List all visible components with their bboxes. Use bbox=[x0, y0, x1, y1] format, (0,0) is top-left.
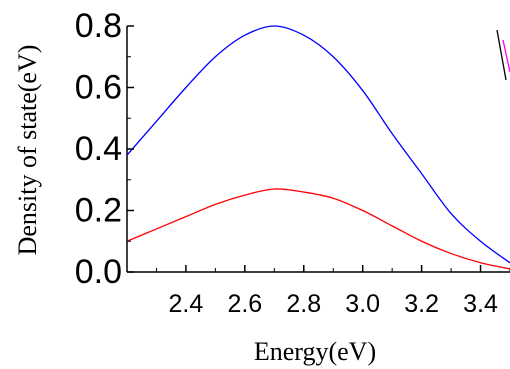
x-tick-label: 2.4 bbox=[169, 290, 204, 318]
y-tick-label: 0.8 bbox=[75, 7, 122, 45]
x-axis-ticks: 2.4 2.6 2.8 3.0 3.2 3.4 bbox=[155, 265, 510, 318]
x-tick-label: 2.8 bbox=[286, 290, 321, 318]
y-axis-ticks: 0.0 0.2 0.4 0.6 0.8 bbox=[75, 7, 134, 291]
y-axis-title: Density of state(eV) bbox=[13, 45, 42, 256]
x-tick-label: 2.6 bbox=[227, 290, 262, 318]
y-tick-label: 0.6 bbox=[75, 69, 122, 107]
x-axis-title: Energy(eV) bbox=[254, 337, 376, 366]
x-tick-label: 3.0 bbox=[345, 290, 380, 318]
x-tick-label: 3.2 bbox=[404, 290, 439, 318]
cropped-lines bbox=[496, 29, 510, 81]
y-tick-label: 0.2 bbox=[75, 192, 122, 230]
series-line-1 bbox=[126, 25, 510, 264]
plot-area bbox=[126, 26, 510, 273]
cropped-line-1 bbox=[496, 29, 507, 81]
series-layer bbox=[126, 25, 510, 270]
x-tick-label: 3.4 bbox=[463, 290, 498, 318]
y-tick-label: 0.0 bbox=[75, 253, 122, 291]
cropped-line-2 bbox=[502, 39, 510, 73]
y-tick-label: 0.4 bbox=[75, 130, 122, 168]
series-line-2 bbox=[126, 188, 510, 270]
